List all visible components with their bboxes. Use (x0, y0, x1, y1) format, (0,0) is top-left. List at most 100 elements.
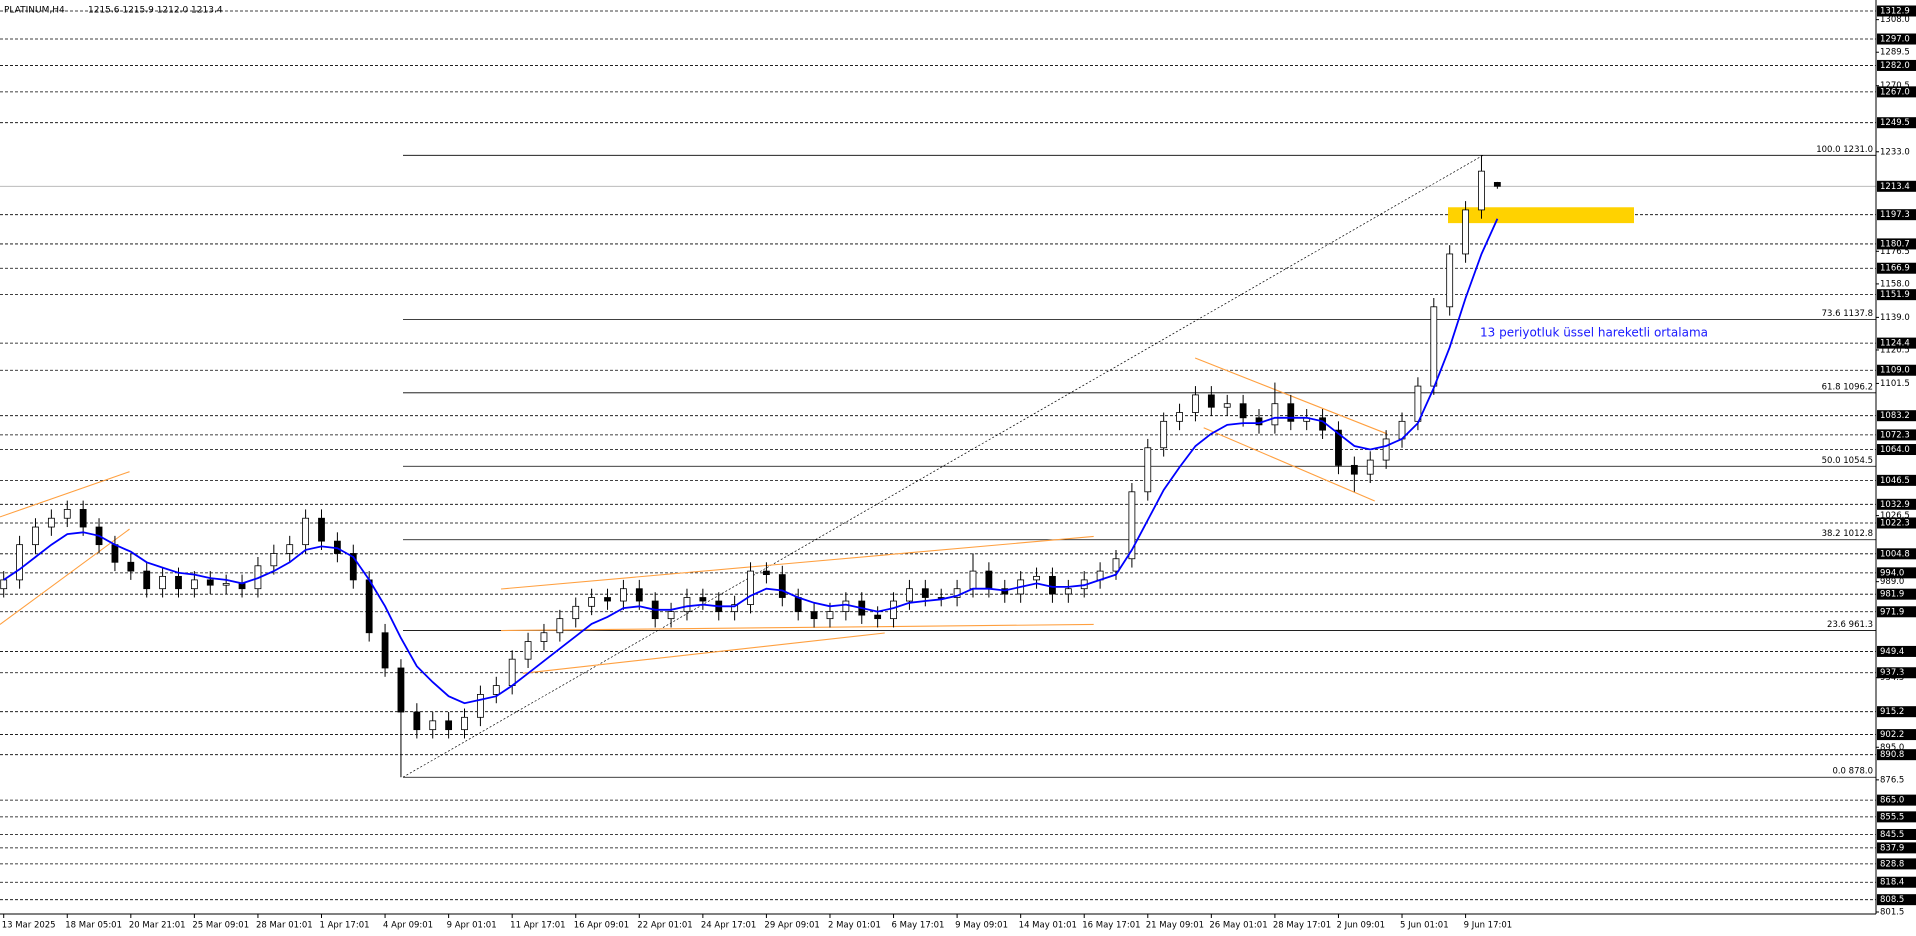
fib-label: 73.6 1137.8 (1822, 309, 1873, 319)
y-tick-label: 1289.5 (1880, 48, 1910, 58)
level-box (1877, 498, 1916, 510)
ema-line (3, 218, 1499, 705)
y-tick-label: 1233.0 (1880, 147, 1910, 157)
candle-body (1144, 447, 1152, 493)
level-box (1877, 289, 1916, 301)
level-label: 1180.7 (1880, 239, 1910, 249)
candle-body (476, 694, 484, 718)
candle-body (1176, 412, 1183, 422)
candle-body (1335, 429, 1342, 466)
candle-body (906, 588, 913, 602)
level-label: 937.3 (1880, 668, 1904, 678)
candle-body (778, 574, 786, 598)
y-tick-label: 1176.5 (1880, 247, 1910, 257)
candle-body (683, 597, 691, 613)
level-label: 949.4 (1880, 647, 1904, 657)
level-box (1877, 262, 1916, 274)
candle-body (1366, 459, 1374, 475)
candle-body (1350, 464, 1358, 475)
level-box (1877, 588, 1916, 600)
level-label: 915.2 (1880, 707, 1904, 717)
y-tick-label: 1120.5 (1880, 345, 1910, 355)
y-tick-label: 1101.5 (1880, 379, 1910, 389)
level-label: 1083.2 (1880, 411, 1910, 421)
candle-body (1414, 385, 1422, 422)
level-box (1877, 645, 1916, 657)
price-box (1877, 180, 1916, 192)
candle-body (556, 618, 564, 634)
level-label: 818.4 (1880, 878, 1904, 888)
level-box (1877, 410, 1916, 422)
candle-body (1271, 403, 1279, 426)
candle-body (540, 632, 548, 642)
candle-body (1192, 394, 1199, 413)
candle-body (588, 597, 596, 607)
level-box (1877, 828, 1916, 840)
x-tick-label: 28 May 17:01 (1273, 921, 1331, 931)
level-box (1877, 729, 1916, 741)
candle-body (667, 611, 675, 620)
level-box (1877, 842, 1916, 854)
level-label: 837.9 (1880, 843, 1904, 853)
level-box (1877, 33, 1916, 45)
y-tick-label: 934.5 (1880, 673, 1904, 683)
candle-body (381, 632, 389, 669)
candle-body (1382, 438, 1390, 461)
level-label: 1022.3 (1880, 518, 1910, 528)
candle-body (731, 604, 739, 613)
x-tick-label: 28 Mar 01:01 (256, 921, 313, 931)
level-box (1877, 706, 1916, 718)
candle-body (874, 614, 882, 620)
level-box (1877, 238, 1916, 250)
level-label: 1267.0 (1880, 87, 1910, 97)
candle-body (969, 570, 977, 590)
candle-body (524, 641, 532, 660)
candle-body (318, 517, 325, 542)
candle-body (143, 570, 151, 590)
level-label: 1151.9 (1880, 290, 1910, 300)
level-box (1877, 811, 1916, 823)
candle-body (763, 570, 770, 576)
x-tick-label: 26 May 01:01 (1209, 921, 1267, 931)
zone (1448, 207, 1634, 224)
level-box (1877, 86, 1916, 98)
x-tick-label: 6 May 17:01 (892, 921, 945, 931)
x-tick-label: 9 Jun 17:01 (1464, 921, 1513, 931)
level-box (1877, 474, 1916, 486)
candle-body (492, 685, 500, 695)
y-tick-label: 1308.0 (1880, 15, 1910, 25)
x-tick-label: 16 Apr 09:01 (574, 921, 629, 931)
level-box (1877, 606, 1916, 618)
level-label: 890.8 (1880, 750, 1904, 760)
y-tick-label: 1139.0 (1880, 313, 1910, 323)
candle-body (1239, 403, 1247, 419)
x-tick-label: 22 Apr 01:01 (637, 921, 692, 931)
channel-lines (0, 357, 1388, 674)
candle-body (747, 570, 754, 605)
x-tick-label: 4 Apr 09:01 (383, 921, 433, 931)
level-label: 971.9 (1880, 607, 1904, 617)
candle-body (222, 583, 230, 586)
level-box (1877, 876, 1916, 888)
level-label: 1046.5 (1880, 476, 1910, 486)
candle-body (16, 544, 23, 581)
level-label: 994.0 (1880, 568, 1904, 578)
candle-body (1446, 253, 1454, 308)
candle-body (921, 588, 929, 598)
x-tick-label: 13 Mar 2025 (2, 921, 56, 931)
candle-body (461, 716, 468, 731)
level-box (1877, 59, 1916, 71)
level-label: 902.2 (1880, 730, 1904, 740)
level-box (1877, 209, 1916, 221)
x-tick-label: 9 May 09:01 (955, 921, 1008, 931)
candle-body (1207, 394, 1215, 408)
level-label: 865.0 (1880, 796, 1904, 806)
candle-body (1223, 403, 1231, 408)
level-box (1877, 667, 1916, 679)
y-tick-label: 1026.5 (1880, 511, 1910, 521)
level-label: 1297.0 (1880, 35, 1910, 45)
candle-body (1478, 170, 1485, 211)
level-box (1877, 567, 1916, 579)
candle-body (270, 553, 278, 567)
